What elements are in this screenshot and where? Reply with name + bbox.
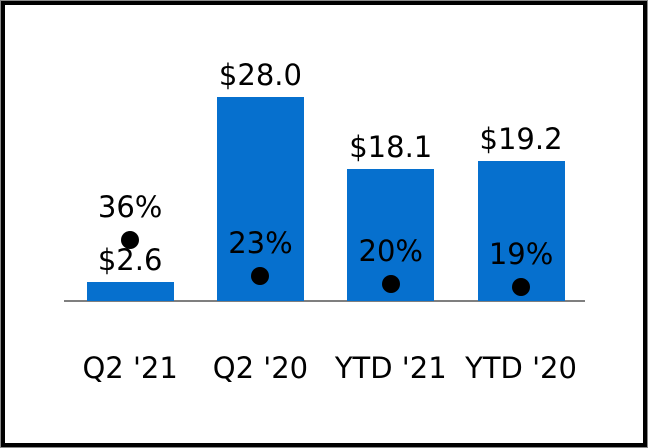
category-label: Q2 '20 xyxy=(212,351,309,385)
category-label: Q2 '21 xyxy=(82,351,178,385)
category-label: YTD '20 xyxy=(465,351,577,385)
percent-label: 20% xyxy=(358,234,423,269)
x-axis-line xyxy=(64,300,585,302)
bar xyxy=(477,161,565,301)
percent-label: 23% xyxy=(228,226,293,261)
percent-marker-dot xyxy=(121,231,140,250)
bar-value-label: $18.1 xyxy=(349,130,433,165)
bar xyxy=(216,97,304,301)
bar-value-label: $19.2 xyxy=(479,122,563,157)
percent-marker-dot xyxy=(381,275,400,294)
percent-label: 36% xyxy=(97,190,163,225)
percent-label: 19% xyxy=(488,237,554,272)
category-label: YTD '21 xyxy=(334,351,447,385)
percent-marker-dot xyxy=(251,267,270,286)
percent-marker-dot xyxy=(512,278,531,297)
bar-value-label: $28.0 xyxy=(218,58,302,92)
bar-value-label: $2.6 xyxy=(97,243,163,278)
bar xyxy=(86,282,174,301)
